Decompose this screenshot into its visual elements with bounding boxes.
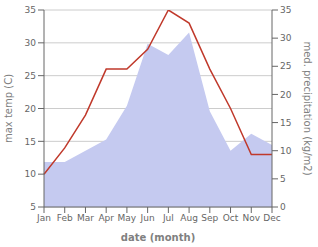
svg-text:10: 10 xyxy=(280,146,292,156)
svg-text:med. precipitation (kg/m2): med. precipitation (kg/m2) xyxy=(302,41,310,175)
svg-text:Sep: Sep xyxy=(201,213,218,223)
svg-text:Mar: Mar xyxy=(77,213,94,223)
svg-text:25: 25 xyxy=(25,71,36,81)
svg-text:5: 5 xyxy=(30,202,36,212)
svg-text:date (month): date (month) xyxy=(121,232,195,243)
svg-text:max temp (C): max temp (C) xyxy=(8,74,14,143)
svg-text:20: 20 xyxy=(25,104,37,114)
svg-text:Feb: Feb xyxy=(57,213,73,223)
svg-text:30: 30 xyxy=(25,38,37,48)
svg-text:Aug: Aug xyxy=(180,213,198,223)
svg-text:Dec: Dec xyxy=(263,213,280,223)
svg-text:10: 10 xyxy=(25,169,37,179)
svg-text:Jan: Jan xyxy=(36,213,51,223)
svg-text:Nov: Nov xyxy=(242,213,260,223)
svg-text:Jun: Jun xyxy=(140,213,155,223)
svg-text:5: 5 xyxy=(280,174,286,184)
svg-text:20: 20 xyxy=(280,90,292,100)
svg-text:Oct: Oct xyxy=(223,213,239,223)
svg-text:35: 35 xyxy=(280,5,291,15)
svg-text:25: 25 xyxy=(280,61,291,71)
svg-text:15: 15 xyxy=(25,137,36,147)
svg-text:Jul: Jul xyxy=(162,213,174,223)
svg-text:May: May xyxy=(118,213,137,223)
svg-text:35: 35 xyxy=(25,5,36,15)
svg-text:Apr: Apr xyxy=(98,213,114,223)
svg-text:30: 30 xyxy=(280,33,292,43)
svg-text:0: 0 xyxy=(280,202,286,212)
svg-text:15: 15 xyxy=(280,118,291,128)
